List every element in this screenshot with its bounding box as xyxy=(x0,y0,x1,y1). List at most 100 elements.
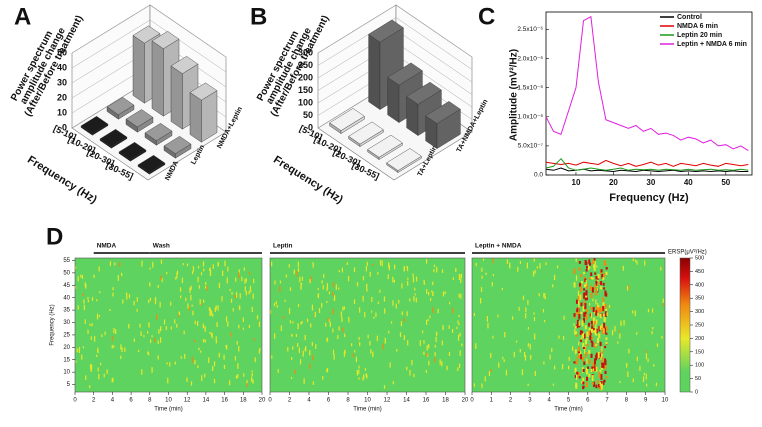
speckle xyxy=(481,383,483,389)
speckle xyxy=(403,268,406,272)
speckle xyxy=(297,323,299,330)
treatment-label: Wash xyxy=(153,243,170,250)
speckle xyxy=(533,312,535,315)
speckle xyxy=(297,343,299,348)
speckle xyxy=(585,381,588,388)
speckle xyxy=(193,339,196,343)
speckle xyxy=(582,385,585,390)
speckle xyxy=(577,290,580,297)
speckle xyxy=(283,315,285,319)
speckle xyxy=(96,354,98,357)
speckle xyxy=(583,288,586,291)
speckle xyxy=(317,287,319,291)
speckle xyxy=(384,337,386,344)
y-tick-label: 250 xyxy=(298,60,313,70)
speckle xyxy=(154,337,156,343)
speckle xyxy=(652,327,654,330)
bar-top xyxy=(99,129,128,147)
speckle xyxy=(639,365,641,372)
speckle xyxy=(141,369,143,375)
speckle xyxy=(204,286,207,289)
speckle xyxy=(458,293,460,298)
speckle xyxy=(582,332,585,339)
speckle xyxy=(581,367,584,370)
speckle xyxy=(645,350,647,353)
speckle xyxy=(340,311,342,318)
speckle xyxy=(274,280,276,285)
speckle xyxy=(542,309,545,313)
speckle xyxy=(588,373,591,378)
speckle xyxy=(428,344,430,349)
heatmap-background xyxy=(472,258,665,392)
speckle xyxy=(227,266,229,272)
speckle xyxy=(333,282,335,288)
speckle xyxy=(501,287,503,291)
y-tick-label: 25 xyxy=(63,333,70,339)
speckle xyxy=(91,323,93,327)
speckle xyxy=(140,331,142,336)
speckle xyxy=(99,291,101,294)
speckle xyxy=(556,265,559,269)
speckle xyxy=(218,352,220,358)
speckle xyxy=(622,265,624,271)
y-tick-label: 100 xyxy=(298,97,313,107)
speckle xyxy=(434,352,436,357)
speckle xyxy=(433,264,436,268)
speckle xyxy=(584,348,586,354)
x-tick-label: 16 xyxy=(221,398,228,404)
speckle xyxy=(401,311,403,316)
speckle xyxy=(409,298,411,302)
speckle xyxy=(595,324,597,329)
speckle xyxy=(512,316,514,320)
speckle xyxy=(590,353,593,358)
speckle xyxy=(163,319,166,325)
bar-top xyxy=(386,148,422,171)
speckle xyxy=(604,311,607,317)
series-line xyxy=(545,157,749,171)
speckle xyxy=(276,305,278,308)
y-tick-label: 40 xyxy=(63,295,70,301)
speckle xyxy=(212,365,214,372)
speckle xyxy=(296,270,298,277)
speckle xyxy=(491,282,493,287)
speckle xyxy=(588,259,591,264)
speckle xyxy=(448,302,451,305)
speckle xyxy=(434,344,436,348)
speckle xyxy=(575,374,578,381)
speckle xyxy=(147,331,149,334)
speckle xyxy=(304,334,306,341)
x-tick-label: 16 xyxy=(423,398,430,404)
x-tick-label: 4 xyxy=(307,398,311,404)
speckle xyxy=(87,296,89,300)
y-tick-label: 20 xyxy=(57,92,67,102)
speckle xyxy=(113,345,115,348)
speckle xyxy=(216,322,218,328)
speckle xyxy=(346,262,348,265)
speckle xyxy=(275,301,277,305)
panel-label: B xyxy=(250,3,267,30)
speckle xyxy=(248,290,250,295)
speckle xyxy=(605,271,608,275)
speckle xyxy=(581,380,584,384)
speckle xyxy=(597,305,600,309)
speckle xyxy=(529,343,531,350)
speckle xyxy=(544,293,546,296)
y-tick-label: 300 xyxy=(298,47,313,57)
speckle xyxy=(441,269,444,273)
speckle xyxy=(242,317,244,323)
speckle xyxy=(590,272,593,277)
speckle xyxy=(390,321,393,324)
speckle xyxy=(552,284,554,288)
speckle xyxy=(119,262,121,267)
speckle xyxy=(595,366,598,372)
speckle xyxy=(305,346,307,352)
speckle xyxy=(141,260,143,267)
speckle xyxy=(121,272,123,277)
speckle xyxy=(213,361,216,367)
speckle xyxy=(602,305,605,312)
speckle xyxy=(590,312,592,319)
speckle xyxy=(348,316,350,323)
speckle xyxy=(642,376,645,382)
speckle xyxy=(366,261,368,266)
colorbar-tick-label: 0 xyxy=(695,389,698,395)
